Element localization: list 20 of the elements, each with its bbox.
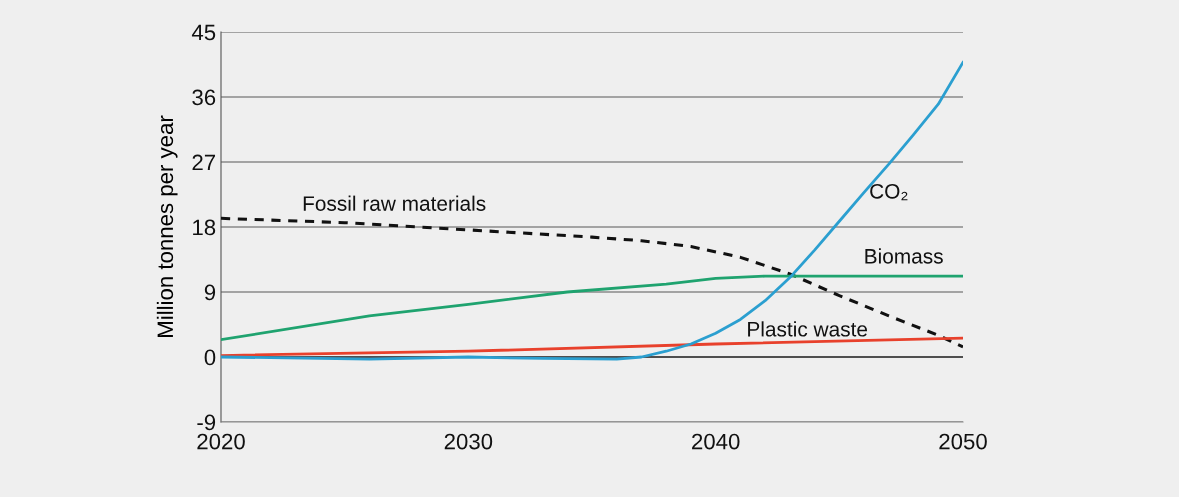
x-tick-label: 2030 [444,433,493,450]
line-series [221,274,963,342]
line-series [221,60,963,361]
series-label: Plastic waste [748,321,868,337]
y-axis-title: Million tonnes per year [156,115,178,337]
series-label: Biomass [865,248,943,264]
y-tick-label: 36 [192,89,216,106]
line-series [221,336,963,357]
y-tick-label: 9 [204,284,216,301]
y-tick-label: 18 [193,219,216,236]
y-tick-label: 45 [191,24,216,41]
y-tick-label: -9 [197,414,216,431]
y-tick-label: 0 [204,349,216,366]
x-tick-label: 2020 [197,433,245,450]
series-label: CO₂ [870,183,908,201]
series-label: Fossil raw materials [303,195,486,211]
x-tick-label: 2050 [939,433,987,450]
line-series [221,216,963,349]
x-tick-label: 2040 [692,433,740,450]
y-tick-label: 27 [192,154,216,171]
